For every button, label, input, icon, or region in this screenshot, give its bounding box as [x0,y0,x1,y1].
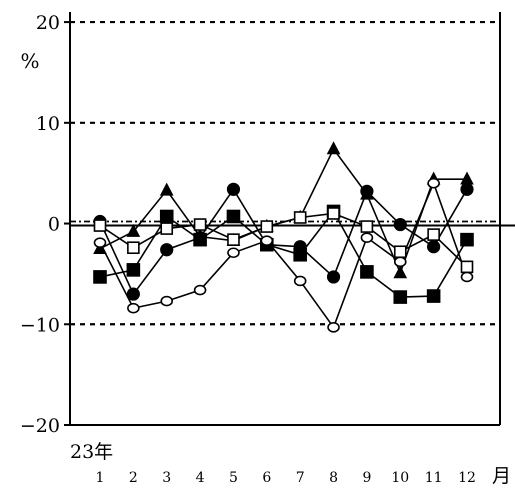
filled-square-marker [360,265,374,279]
open-circle-marker [393,256,407,268]
open-square-marker [127,241,140,255]
filled-square-marker [293,247,307,262]
open-circle-marker [327,321,340,333]
open-square-marker [327,207,340,220]
filled-square-marker [226,209,241,224]
x-tick-label: 7 [296,470,305,486]
x-tick-label: 1 [96,470,105,486]
open-circle-marker [260,235,274,246]
y-tick-labels: 20 10 0 −10 −20 [20,12,60,437]
filled-circle-marker [326,270,341,284]
series-filled-circle [99,187,468,296]
series-line [99,209,468,298]
y-tick-label: 20 [36,12,60,34]
x-tick-label: 3 [162,470,171,486]
open-circle-marker [127,302,140,314]
open-square-marker [160,222,174,235]
open-square-marker [393,245,407,259]
y-tick-label: −20 [20,415,60,437]
y-tick-label: 10 [36,113,60,135]
x-tick-label: 11 [425,470,443,486]
series-line [99,187,468,296]
filled-circle-marker [226,182,241,196]
x-tick-label: 5 [229,470,238,486]
filled-square-marker [460,232,474,247]
open-circle-marker [93,237,107,248]
x-tick-label: 10 [391,470,409,486]
filled-square-marker [126,263,141,277]
open-square-marker [427,228,440,241]
axes [64,12,501,426]
open-circle-marker [193,284,207,296]
open-circle-marker [360,232,374,243]
x-tick-label: 8 [329,470,338,486]
y-unit-label: % [20,49,39,73]
filled-square-marker [426,289,441,303]
open-square-marker [93,219,107,232]
grid-lines [70,20,515,326]
open-circle-marker [227,247,240,259]
open-circle-marker [427,177,440,189]
x-tick-label: 9 [362,470,371,486]
open-circle-marker [293,275,307,287]
filled-square-marker [393,290,408,304]
year-label: 23年 [70,441,113,463]
y-tick-label: −10 [20,314,60,336]
series-filled-triangle [99,147,467,276]
open-square-marker [360,220,374,233]
open-circle-marker [460,271,474,283]
filled-circle-marker [460,182,474,196]
data-series [93,141,474,333]
x-tick-label: 6 [262,470,271,486]
filled-triangle-marker [126,223,141,237]
filled-circle-marker [393,217,407,232]
markers-open-circle [93,177,474,333]
series-filled-square [99,209,468,298]
open-square-marker [293,211,307,224]
open-circle-marker [160,295,174,307]
x-tick-label: 12 [458,470,476,486]
filled-triangle-marker [326,141,341,155]
x-unit-label: 月 [492,465,511,487]
x-tick-label: 4 [196,470,205,486]
markers-open-square [93,207,474,274]
open-square-marker [193,218,207,231]
filled-square-marker [93,270,107,284]
filled-triangle-marker [159,182,174,196]
filled-square-marker [159,209,174,224]
filled-square-marker [193,232,207,247]
y-tick-label: 0 [48,214,60,236]
open-square-marker [227,233,240,246]
filled-circle-marker [126,287,140,301]
filled-circle-marker [360,184,374,198]
markers-filled-square [93,204,474,304]
x-tick-labels: 1 2 3 4 5 6 7 8 9 10 11 12 [96,470,476,486]
open-square-marker [460,260,474,274]
filled-circle-marker [427,240,441,254]
filled-triangle-marker [393,265,408,279]
filled-circle-marker [160,243,174,257]
series-line [99,147,467,276]
x-tick-label: 2 [129,470,138,486]
open-square-marker [260,220,274,233]
